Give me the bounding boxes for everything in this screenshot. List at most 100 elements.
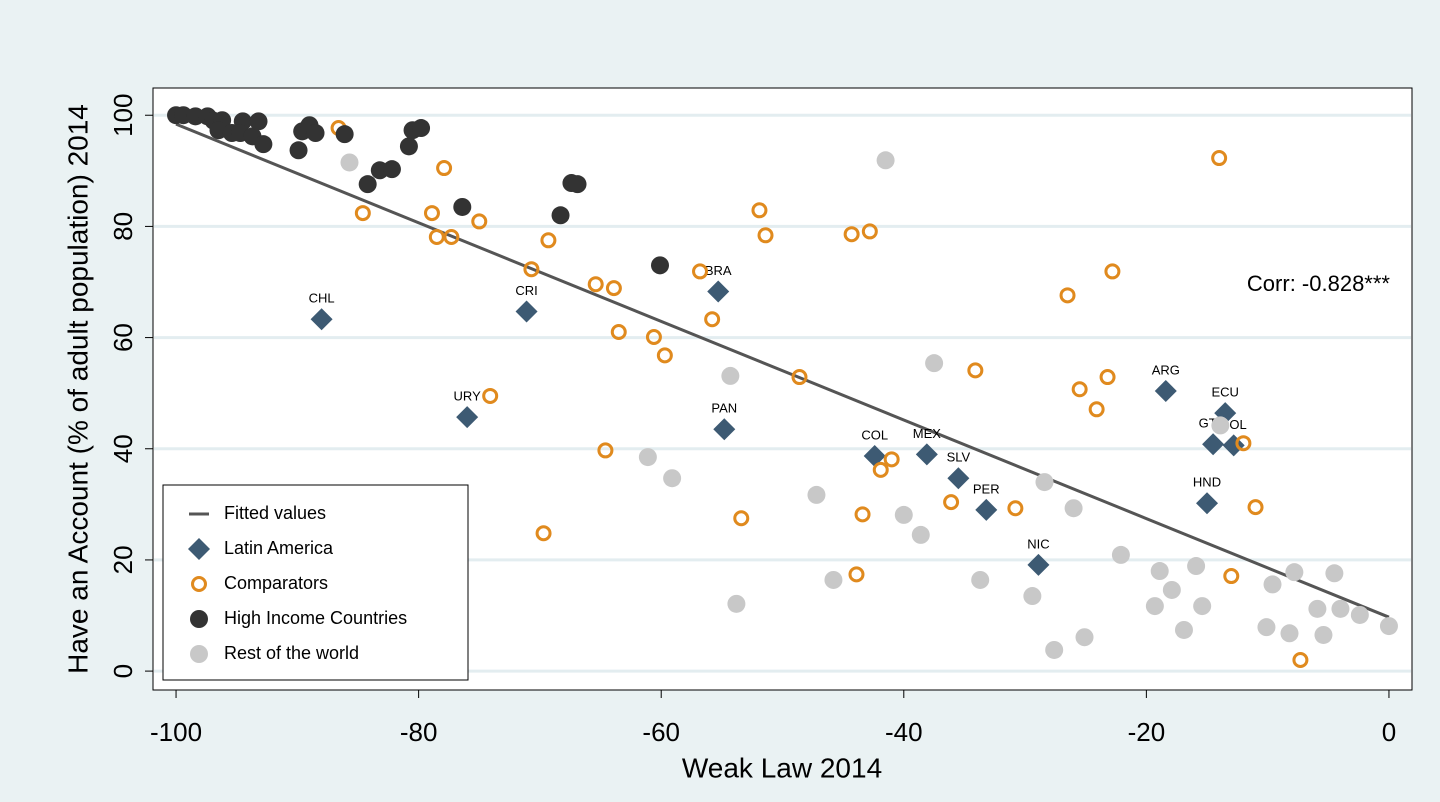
y-tick-label: 40: [108, 434, 138, 463]
point: [645, 329, 662, 346]
point-label: ARG: [1152, 362, 1180, 377]
point: [751, 202, 768, 219]
annotation: Corr: -0.828***: [1247, 271, 1391, 296]
point: [807, 485, 826, 504]
point: [443, 228, 460, 245]
point: [1211, 416, 1230, 435]
x-tick-label: 0: [1382, 717, 1396, 747]
legend-label: Fitted values: [224, 503, 326, 523]
point: [471, 213, 488, 230]
point: [848, 566, 865, 583]
point: [1314, 625, 1333, 644]
point: [971, 570, 990, 589]
point: [1202, 433, 1225, 456]
point: [911, 525, 930, 544]
point: [947, 467, 970, 490]
point: [1099, 369, 1116, 386]
point: [1150, 562, 1169, 581]
x-tick-label: -80: [400, 717, 438, 747]
point: [854, 506, 871, 523]
legend-symbol: [191, 576, 207, 592]
point: [1379, 617, 1398, 636]
point: [1071, 381, 1088, 398]
point: [1027, 553, 1050, 576]
x-tick-label: -100: [150, 717, 202, 747]
legend-label: Rest of the world: [224, 643, 359, 663]
point: [915, 443, 938, 466]
point: [883, 451, 900, 468]
point: [638, 448, 657, 467]
legend-symbol: [190, 645, 208, 663]
point: [1088, 401, 1105, 418]
point: [1111, 545, 1130, 564]
point: [310, 308, 333, 331]
point: [1045, 640, 1064, 659]
point: [967, 362, 984, 379]
legend-box: [162, 484, 469, 681]
point: [354, 205, 371, 222]
point: [1187, 557, 1206, 576]
legend-symbol: [188, 538, 210, 560]
y-tick-label: 60: [108, 323, 138, 352]
point: [894, 505, 913, 524]
point: [1263, 575, 1282, 594]
legend-label: Comparators: [224, 573, 328, 593]
point: [382, 160, 401, 179]
point: [249, 112, 268, 131]
y-tick-label: 0: [108, 664, 138, 678]
point: [791, 369, 808, 386]
point: [1174, 620, 1193, 639]
point: [1064, 499, 1083, 518]
point: [515, 300, 538, 323]
point: [650, 256, 669, 275]
point: [757, 227, 774, 244]
point: [540, 232, 557, 249]
point-label: CHL: [309, 291, 335, 306]
point: [1059, 287, 1076, 304]
y-tick-label: 100: [108, 94, 138, 137]
point-label: SLV: [947, 450, 971, 465]
x-tick-label: -60: [642, 717, 680, 747]
point: [1247, 499, 1264, 516]
fitted-line: [175, 122, 1390, 619]
x-tick-label: -40: [885, 717, 923, 747]
legend-symbol: [190, 610, 208, 628]
point: [358, 175, 377, 194]
point: [209, 121, 228, 140]
point: [1193, 597, 1212, 616]
point: [663, 469, 682, 488]
point: [843, 226, 860, 243]
point: [335, 125, 354, 144]
point-label: COL: [861, 427, 888, 442]
point-label: CRI: [515, 283, 537, 298]
y-tick-label: 20: [108, 545, 138, 574]
point: [863, 444, 886, 467]
point: [423, 205, 440, 222]
point-label: URY: [454, 389, 482, 404]
point: [1035, 473, 1054, 492]
point: [727, 594, 746, 613]
point-label: ECU: [1211, 385, 1238, 400]
point: [975, 498, 998, 521]
point: [733, 510, 750, 527]
point-label: NIC: [1027, 536, 1049, 551]
point-label: BRA: [705, 263, 732, 278]
point: [568, 175, 587, 194]
point: [1104, 263, 1121, 280]
point: [692, 263, 709, 280]
point: [943, 494, 960, 511]
point: [1280, 624, 1299, 643]
point: [453, 197, 472, 216]
point: [428, 228, 445, 245]
point: [610, 324, 627, 341]
point: [876, 151, 895, 170]
point: [482, 387, 499, 404]
point: [399, 137, 418, 156]
x-tick-label: -20: [1128, 717, 1166, 747]
point: [1154, 379, 1177, 402]
point: [289, 141, 308, 160]
point: [1145, 597, 1164, 616]
point: [254, 135, 273, 154]
point: [1162, 580, 1181, 599]
